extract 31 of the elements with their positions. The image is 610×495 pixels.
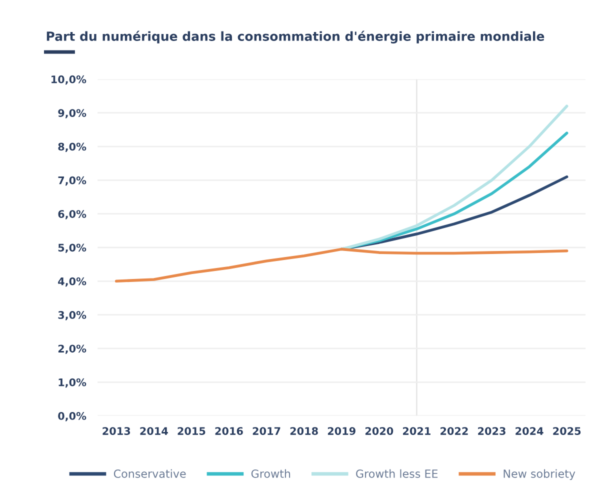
x-tick-label: 2018: [290, 427, 318, 435]
y-tick-label: 5,0%: [58, 244, 86, 253]
y-tick-label: 8,0%: [58, 142, 86, 152]
x-tick-label: 2022: [440, 427, 468, 435]
y-tick-label: 2,0%: [58, 344, 86, 354]
x-tick-label: 2013: [102, 427, 130, 435]
x-tick-label: 2025: [553, 427, 581, 435]
line-series: [114, 248, 568, 283]
y-tick-label: 0,0%: [58, 412, 86, 422]
legend-label: Growth less EE: [356, 469, 438, 478]
x-tick-label: 2024: [516, 427, 544, 435]
x-tick-label: 2023: [478, 427, 506, 435]
x-tick-label: 2021: [403, 427, 430, 435]
line-series: [340, 104, 568, 251]
y-tick-label: 1,0%: [58, 378, 86, 388]
x-tick-label: 2019: [328, 427, 356, 435]
x-tick-label: 2020: [365, 427, 394, 435]
y-tick-label: 10,0%: [52, 75, 86, 85]
y-tick-label: 7,0%: [58, 176, 86, 186]
chart-title: Part du numérique dans la consommation d'énergie primaire mondiale: [46, 30, 544, 44]
x-tick-label: 2016: [215, 427, 243, 435]
y-tick-label: 4,0%: [58, 277, 86, 287]
x-tick-label: 2017: [252, 427, 280, 435]
legend-label: Growth: [251, 469, 290, 478]
y-tick-label: 3,0%: [58, 311, 86, 320]
legend-label: New sobriety: [504, 469, 576, 480]
y-tick-label: 6,0%: [58, 210, 86, 220]
legend-label: Conservative: [114, 469, 186, 478]
x-tick-label: 2014: [140, 427, 168, 435]
x-tick-label: 2015: [178, 427, 206, 435]
y-tick-label: 9,0%: [58, 109, 86, 118]
